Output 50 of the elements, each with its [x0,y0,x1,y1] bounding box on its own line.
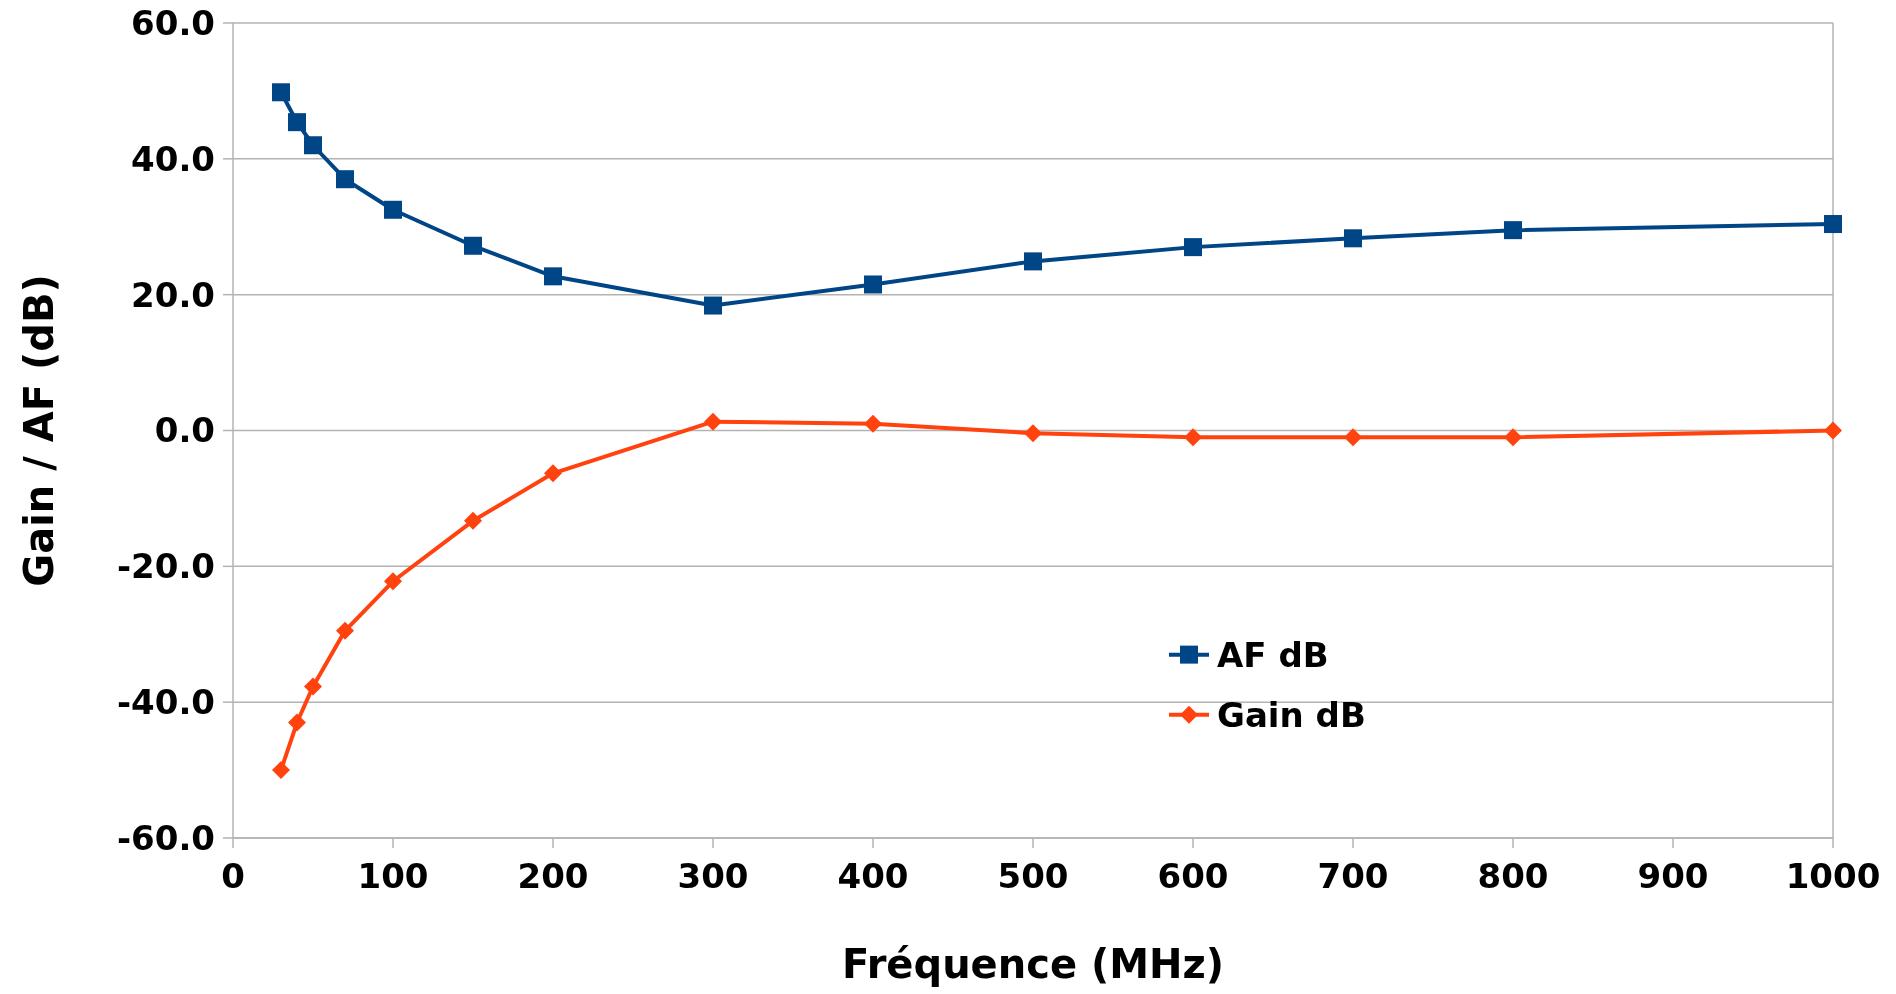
legend-label: Gain dB [1217,694,1366,735]
point [336,621,354,640]
legend-label: AF dB [1217,634,1329,675]
point [384,200,402,219]
point [272,761,290,780]
point [864,275,882,294]
point [304,136,322,155]
point [464,511,482,530]
y-tick-label: 20.0 [131,274,215,315]
point [1024,252,1042,271]
x-tick-label: 0 [221,856,245,896]
point [336,170,354,189]
point [544,267,562,286]
x-tick-label: 900 [1637,856,1709,896]
point [1024,424,1042,443]
point [1184,428,1202,447]
y-tick-label: -60.0 [117,817,215,858]
x-tick-label: 400 [837,856,909,896]
point [272,83,290,102]
point [288,713,306,732]
point [1824,421,1842,440]
x-tick-label: 600 [1157,856,1229,896]
point [288,113,306,132]
point [304,677,322,696]
x-tick-label: 500 [997,856,1069,896]
point [1504,428,1522,447]
y-tick-label: 40.0 [131,138,215,179]
point [1344,229,1362,248]
y-axis-title: Gain / AF (dB) [16,274,62,587]
y-tick-label: -40.0 [117,682,215,723]
x-axis-title: Fréquence (MHz) [841,941,1225,987]
point [1824,215,1842,234]
x-tick-label: 800 [1477,856,1549,896]
point [1504,221,1522,240]
x-tick-label: 100 [357,856,429,896]
point [464,236,482,255]
x-tick-label: 700 [1317,856,1389,896]
point [384,572,402,591]
x-tick-label: 200 [517,856,589,896]
point [704,412,722,431]
point [864,414,882,433]
x-tick-label: 1000 [1785,856,1881,896]
y-tick-label: 0.0 [154,410,215,451]
x-tick-label: 300 [677,856,749,896]
point [1344,428,1362,447]
point [704,296,722,315]
y-tick-label: -20.0 [117,546,215,587]
y-tick-label: 60.0 [131,2,215,43]
point [1184,238,1202,257]
point [544,464,562,483]
